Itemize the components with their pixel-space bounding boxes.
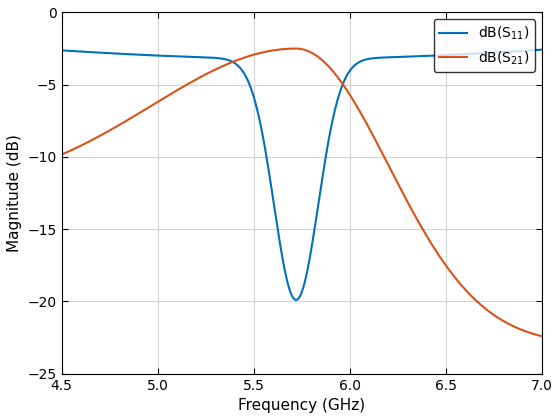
Y-axis label: Magnitude (dB): Magnitude (dB) [7,134,22,252]
Legend: dB(S$_{11}$), dB(S$_{21}$): dB(S$_{11}$), dB(S$_{21}$) [433,19,535,72]
X-axis label: Frequency (GHz): Frequency (GHz) [239,398,366,413]
